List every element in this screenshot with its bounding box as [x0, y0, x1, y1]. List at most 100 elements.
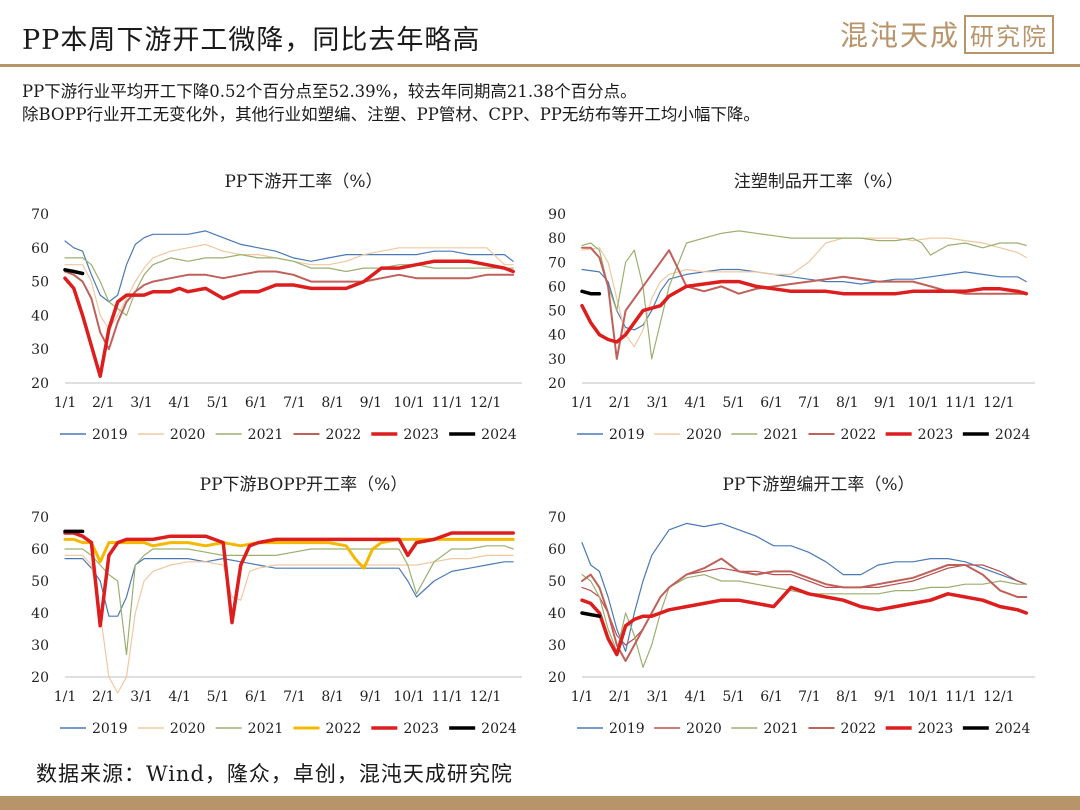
x-tick-label: 11/1 — [945, 689, 976, 705]
x-tick-label: 2/1 — [609, 689, 632, 705]
legend-label-2024: 2024 — [995, 427, 1031, 443]
x-tick-label: 4/1 — [684, 689, 707, 705]
x-tick-label: 12/1 — [470, 689, 501, 705]
page-title: PP本周下游开工微降，同比去年略高 — [22, 25, 481, 56]
x-tick-label: 8/1 — [321, 395, 344, 411]
series-line-2021 — [581, 573, 1027, 669]
x-tick-label: 6/1 — [760, 395, 783, 411]
x-tick-label: 3/1 — [130, 395, 153, 411]
x-tick-label: 3/1 — [647, 395, 670, 411]
header-divider — [0, 64, 1080, 67]
series-line-2020 — [581, 237, 1027, 348]
legend-label-2024: 2024 — [995, 721, 1031, 737]
legend-label-2019: 2019 — [609, 721, 645, 737]
y-tick-label: 50 — [31, 275, 49, 291]
x-tick-label: 11/1 — [945, 395, 976, 411]
series-line-2019 — [64, 557, 514, 617]
series-line-2020 — [64, 243, 514, 330]
x-tick-label: 8/1 — [836, 395, 859, 411]
x-tick-label: 4/1 — [684, 395, 707, 411]
series-line-2021 — [64, 545, 514, 656]
x-tick-label: 1/1 — [571, 689, 594, 705]
chart-panel-4: PP下游塑编开工率（%） 20 30 40 50 60 70 1/1 2/1 3/1 4/1 5/1 6… — [548, 475, 1035, 737]
series-line-2022 — [64, 270, 515, 351]
y-tick-label: 50 — [548, 574, 566, 590]
legend-label-2020: 2020 — [686, 427, 722, 443]
summary-line-1: PP下游行业平均开工下降0.52个百分点至52.39%，较去年同期高21.38个… — [22, 82, 637, 101]
y-tick-label: 50 — [31, 574, 49, 590]
y-tick-label: 70 — [31, 207, 49, 223]
y-tick-label: 30 — [31, 342, 49, 358]
x-tick-label: 5/1 — [207, 395, 230, 411]
brand-logo-box: 研究院 — [964, 14, 1054, 54]
series-line-2023 — [63, 259, 515, 378]
y-tick-label: 20 — [548, 376, 566, 392]
x-tick-label: 2/1 — [609, 395, 632, 411]
y-tick-label: 60 — [31, 542, 49, 558]
x-tick-label: 5/1 — [207, 689, 230, 705]
legend-label-2021: 2021 — [248, 427, 284, 443]
x-tick-label: 1/1 — [54, 395, 77, 411]
y-tick-label: 60 — [548, 542, 566, 558]
legend-label-2024: 2024 — [481, 721, 517, 737]
y-tick-label: 70 — [548, 510, 566, 526]
x-tick-label: 7/1 — [283, 395, 306, 411]
x-tick-label: 3/1 — [647, 689, 670, 705]
x-tick-label: 1/1 — [54, 689, 77, 705]
legend-label-2022: 2022 — [841, 721, 877, 737]
footer-bar — [0, 796, 1080, 810]
chart-panel-1: PP下游开工率（%） 20 30 40 50 60 70 1/1 2/1 3/1 4/1 5/1 6/1… — [31, 172, 522, 443]
legend-label-2021: 2021 — [763, 427, 799, 443]
legend-label-2024: 2024 — [481, 427, 517, 443]
x-tick-label: 6/1 — [245, 395, 268, 411]
y-tick-label: 60 — [548, 279, 566, 295]
x-tick-label: 6/1 — [245, 689, 268, 705]
legend-label-2020: 2020 — [170, 427, 206, 443]
x-tick-label: 5/1 — [722, 395, 745, 411]
x-tick-label: 10/1 — [393, 395, 424, 411]
x-tick-label: 11/1 — [432, 689, 463, 705]
x-tick-label: 4/1 — [168, 395, 191, 411]
chart-panel-3: PP下游BOPP开工率（%） 20 30 40 50 60 70 1/1 2/1 3/1 4/1 5/… — [31, 475, 522, 737]
series-line-2019 — [581, 522, 1027, 653]
chart-title: 注塑制品开工率（%） — [734, 172, 903, 192]
y-tick-label: 40 — [31, 308, 49, 324]
x-tick-label: 1/1 — [571, 395, 594, 411]
y-tick-label: 30 — [548, 352, 566, 368]
brand-logo: 混沌天成 研究院 — [840, 14, 1054, 54]
y-tick-label: 20 — [31, 376, 49, 392]
x-tick-label: 3/1 — [130, 689, 153, 705]
series-line-2022 — [581, 557, 1028, 662]
y-tick-label: 50 — [548, 304, 566, 320]
chart-title: PP下游BOPP开工率（%） — [200, 475, 408, 495]
series-line-2023 — [580, 585, 1029, 657]
series-line-2020 — [64, 554, 514, 694]
y-tick-label: 40 — [31, 606, 49, 622]
y-tick-label: 70 — [31, 510, 49, 526]
x-tick-label: 6/1 — [760, 689, 783, 705]
y-tick-label: 90 — [548, 207, 566, 223]
legend-label-2021: 2021 — [763, 721, 799, 737]
summary-text: PP下游行业平均开工下降0.52个百分点至52.39%，较去年同期高21.38个… — [22, 80, 760, 126]
x-tick-label: 7/1 — [798, 689, 821, 705]
legend-label-2019: 2019 — [92, 721, 128, 737]
x-tick-label: 4/1 — [168, 689, 191, 705]
series-line-2021 — [64, 254, 514, 316]
x-tick-label: 10/1 — [907, 395, 938, 411]
x-tick-label: 12/1 — [983, 395, 1014, 411]
x-tick-label: 9/1 — [360, 395, 383, 411]
chart-title: PP下游塑编开工率（%） — [722, 475, 914, 495]
chart-panel-2: 注塑制品开工率（%） 20 30 40 50 60 70 80 90 1/1 2/1 3/1 4/1 5/… — [548, 172, 1035, 443]
y-tick-label: 70 — [548, 255, 566, 271]
legend-label-2019: 2019 — [609, 427, 645, 443]
y-tick-label: 20 — [31, 670, 49, 686]
y-tick-label: 20 — [548, 670, 566, 686]
x-tick-label: 8/1 — [321, 689, 344, 705]
x-tick-label: 9/1 — [360, 689, 383, 705]
y-tick-label: 40 — [548, 606, 566, 622]
summary-line-2: 除BOPP行业开工无变化外，其他行业如塑编、注塑、PP管材、CPP、PP无纺布等… — [22, 105, 760, 124]
legend-label-2022: 2022 — [326, 721, 362, 737]
series-line-2023 — [63, 531, 515, 628]
x-tick-label: 9/1 — [874, 689, 897, 705]
